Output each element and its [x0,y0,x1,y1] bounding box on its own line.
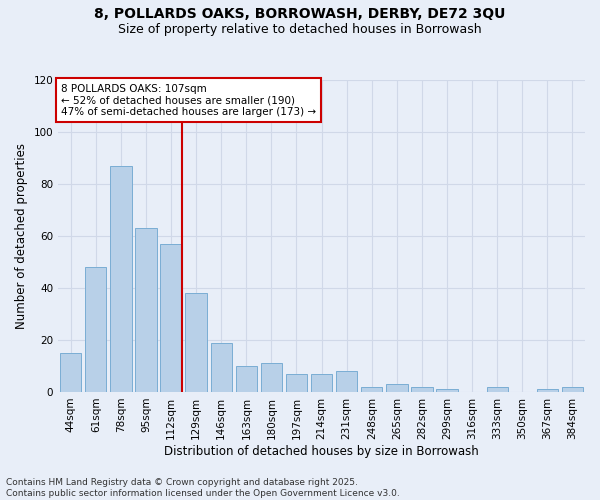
Text: 8 POLLARDS OAKS: 107sqm
← 52% of detached houses are smaller (190)
47% of semi-d: 8 POLLARDS OAKS: 107sqm ← 52% of detache… [61,84,316,117]
Bar [60,353,82,392]
Bar [311,374,332,392]
Bar [261,364,282,392]
Bar [110,166,131,392]
Bar [286,374,307,392]
Y-axis label: Number of detached properties: Number of detached properties [15,143,28,329]
Bar [236,366,257,392]
X-axis label: Distribution of detached houses by size in Borrowash: Distribution of detached houses by size … [164,444,479,458]
Bar [361,387,382,392]
Bar [411,387,433,392]
Text: Contains HM Land Registry data © Crown copyright and database right 2025.
Contai: Contains HM Land Registry data © Crown c… [6,478,400,498]
Bar [185,294,207,392]
Bar [487,387,508,392]
Text: Size of property relative to detached houses in Borrowash: Size of property relative to detached ho… [118,22,482,36]
Bar [85,268,106,392]
Bar [562,387,583,392]
Bar [436,390,458,392]
Bar [386,384,407,392]
Bar [211,342,232,392]
Bar [136,228,157,392]
Text: 8, POLLARDS OAKS, BORROWASH, DERBY, DE72 3QU: 8, POLLARDS OAKS, BORROWASH, DERBY, DE72… [94,8,506,22]
Bar [160,244,182,392]
Bar [537,390,558,392]
Bar [336,371,358,392]
